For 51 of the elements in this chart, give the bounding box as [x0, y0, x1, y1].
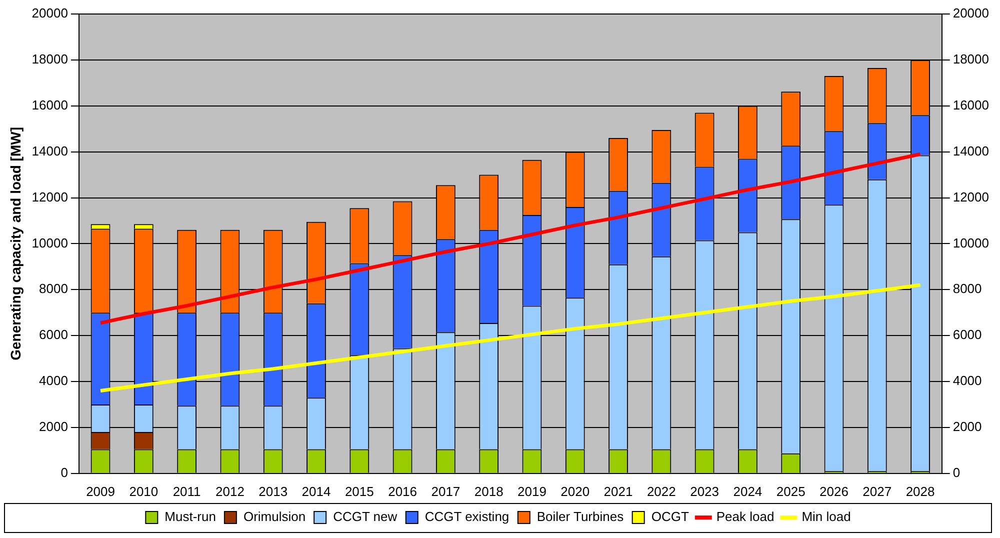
- y-tick-label: 10000: [32, 235, 68, 250]
- x-tick-label: 2020: [560, 484, 590, 499]
- x-tick-label: 2024: [733, 484, 762, 499]
- x-tick-label: 2018: [474, 484, 504, 499]
- y-tick-label: 6000: [39, 327, 68, 342]
- x-tick-label: 2015: [344, 484, 374, 499]
- y2-tick-label: 20000: [952, 6, 990, 21]
- x-tick-label: 2019: [518, 484, 546, 499]
- x-tick-label: 2009: [86, 484, 115, 499]
- y-axis-title: Generating capacity and load [MW]: [7, 127, 24, 360]
- x-tick-label: 2016: [388, 484, 417, 499]
- legend-label: Boiler Turbines: [536, 509, 624, 524]
- x-tick-label: 2026: [820, 484, 848, 499]
- legend-label: Min load: [802, 509, 851, 524]
- y2-tick-label: 8000: [952, 281, 982, 296]
- x-tick-label: 2011: [172, 484, 201, 499]
- y-tick-label: 4000: [39, 373, 68, 388]
- y2-tick-label: 16000: [952, 97, 990, 112]
- y-tick-label: 14000: [32, 143, 68, 158]
- x-tick-label: 2022: [646, 484, 676, 499]
- x-tick-label: 2012: [215, 484, 244, 499]
- y2-tick-label: 6000: [952, 327, 982, 342]
- y-tick-label: 16000: [32, 97, 68, 112]
- legend-label: CCGT new: [333, 509, 398, 524]
- y2-tick-label: 12000: [952, 189, 990, 204]
- x-tick-label: 2013: [258, 484, 288, 499]
- x-tick-label: 2014: [302, 484, 331, 499]
- y2-tick-label: 2000: [952, 419, 982, 434]
- y2-tick-label: 4000: [952, 373, 982, 388]
- x-tick-label: 2017: [431, 484, 460, 499]
- y-tick-label: 18000: [32, 52, 68, 67]
- legend-label: Peak load: [716, 509, 774, 524]
- y2-tick-label: 0: [952, 464, 960, 480]
- x-tick-label: 2010: [129, 484, 158, 499]
- y2-tick-label: 10000: [952, 235, 990, 250]
- legend-label: CCGT existing: [424, 509, 510, 524]
- y-tick-label: 8000: [39, 281, 68, 296]
- x-tick-label: 2027: [862, 484, 892, 499]
- legend-label: Must-run: [164, 509, 216, 524]
- x-tick-label: 2028: [906, 484, 935, 499]
- y-tick-label: 2000: [39, 419, 68, 434]
- x-tick-label: 2025: [776, 484, 806, 499]
- legend-label: OCGT: [651, 509, 689, 524]
- x-tick-label: 2021: [604, 484, 633, 499]
- y-tick-label: 20000: [32, 6, 68, 21]
- y2-tick-label: 18000: [952, 52, 990, 67]
- y2-tick-label: 14000: [952, 143, 990, 158]
- y-tick-label: 0: [60, 464, 68, 480]
- x-tick-label: 2023: [690, 484, 720, 499]
- y-tick-label: 12000: [32, 189, 68, 204]
- legend-label: Orimulsion: [243, 509, 306, 524]
